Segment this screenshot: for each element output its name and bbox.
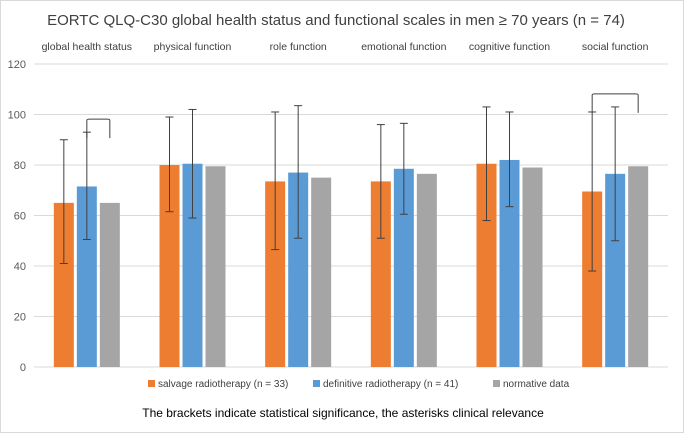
y-axis-ticks: 0 20 40 60 80 100 120 xyxy=(8,59,26,374)
y-tick-label: 100 xyxy=(8,110,26,122)
significance-bracket xyxy=(591,93,639,113)
chart-caption: The brackets indicate statistical signif… xyxy=(142,406,544,420)
error-bar xyxy=(59,139,68,264)
bar xyxy=(311,177,332,367)
error-bar xyxy=(294,105,303,239)
error-bars xyxy=(59,105,620,272)
bar xyxy=(205,166,226,367)
legend-item: normative data xyxy=(493,379,570,390)
category-label: global health status xyxy=(42,41,132,53)
y-tick-label: 0 xyxy=(20,362,26,374)
error-bar xyxy=(482,106,491,222)
bar xyxy=(288,172,309,367)
legend-swatch xyxy=(148,380,155,387)
bar xyxy=(393,168,414,367)
legend-swatch xyxy=(493,380,500,387)
error-bar xyxy=(505,111,514,208)
error-bar xyxy=(376,124,385,239)
bar xyxy=(370,181,391,367)
category-label: role function xyxy=(270,41,327,53)
error-bar xyxy=(188,108,197,219)
y-tick-label: 80 xyxy=(14,160,26,172)
legend: salvage radiotherapy (n = 33) definitive … xyxy=(148,379,570,390)
legend-swatch xyxy=(313,380,320,387)
bar xyxy=(76,186,97,367)
bar xyxy=(499,159,520,367)
legend-label: normative data xyxy=(503,379,570,390)
legend-item: salvage radiotherapy (n = 33) xyxy=(148,379,288,390)
y-tick-label: 40 xyxy=(14,261,26,273)
category-label: physical function xyxy=(154,41,232,53)
bar xyxy=(582,191,603,367)
bar xyxy=(182,163,203,367)
category-labels: global health status physical function rol… xyxy=(42,41,649,53)
y-tick-label: 20 xyxy=(14,312,26,324)
chart-title: EORTC QLQ-C30 global health status and f… xyxy=(47,12,625,29)
category-label: social function xyxy=(582,41,649,53)
bars xyxy=(53,159,649,367)
bar xyxy=(53,202,74,367)
bar xyxy=(476,163,497,367)
bar xyxy=(416,173,437,367)
legend-label: definitive radiotherapy (n = 41) xyxy=(323,379,458,390)
category-label: cognitive function xyxy=(469,41,550,53)
error-bar xyxy=(165,116,174,213)
bar xyxy=(99,202,120,367)
error-bar xyxy=(611,106,620,242)
legend-label: salvage radiotherapy (n = 33) xyxy=(158,379,288,390)
y-tick-label: 120 xyxy=(8,59,26,71)
legend-item: definitive radiotherapy (n = 41) xyxy=(313,379,458,390)
bar xyxy=(265,181,286,367)
category-label: emotional function xyxy=(361,41,446,53)
bar xyxy=(522,167,543,367)
bar xyxy=(605,173,626,367)
bar xyxy=(159,165,180,367)
bar xyxy=(628,166,649,367)
error-bar xyxy=(399,122,408,215)
significance-brackets xyxy=(86,93,639,139)
y-tick-label: 60 xyxy=(14,211,26,223)
significance-bracket xyxy=(86,118,111,139)
gridlines xyxy=(34,63,668,368)
error-bar xyxy=(271,111,280,251)
